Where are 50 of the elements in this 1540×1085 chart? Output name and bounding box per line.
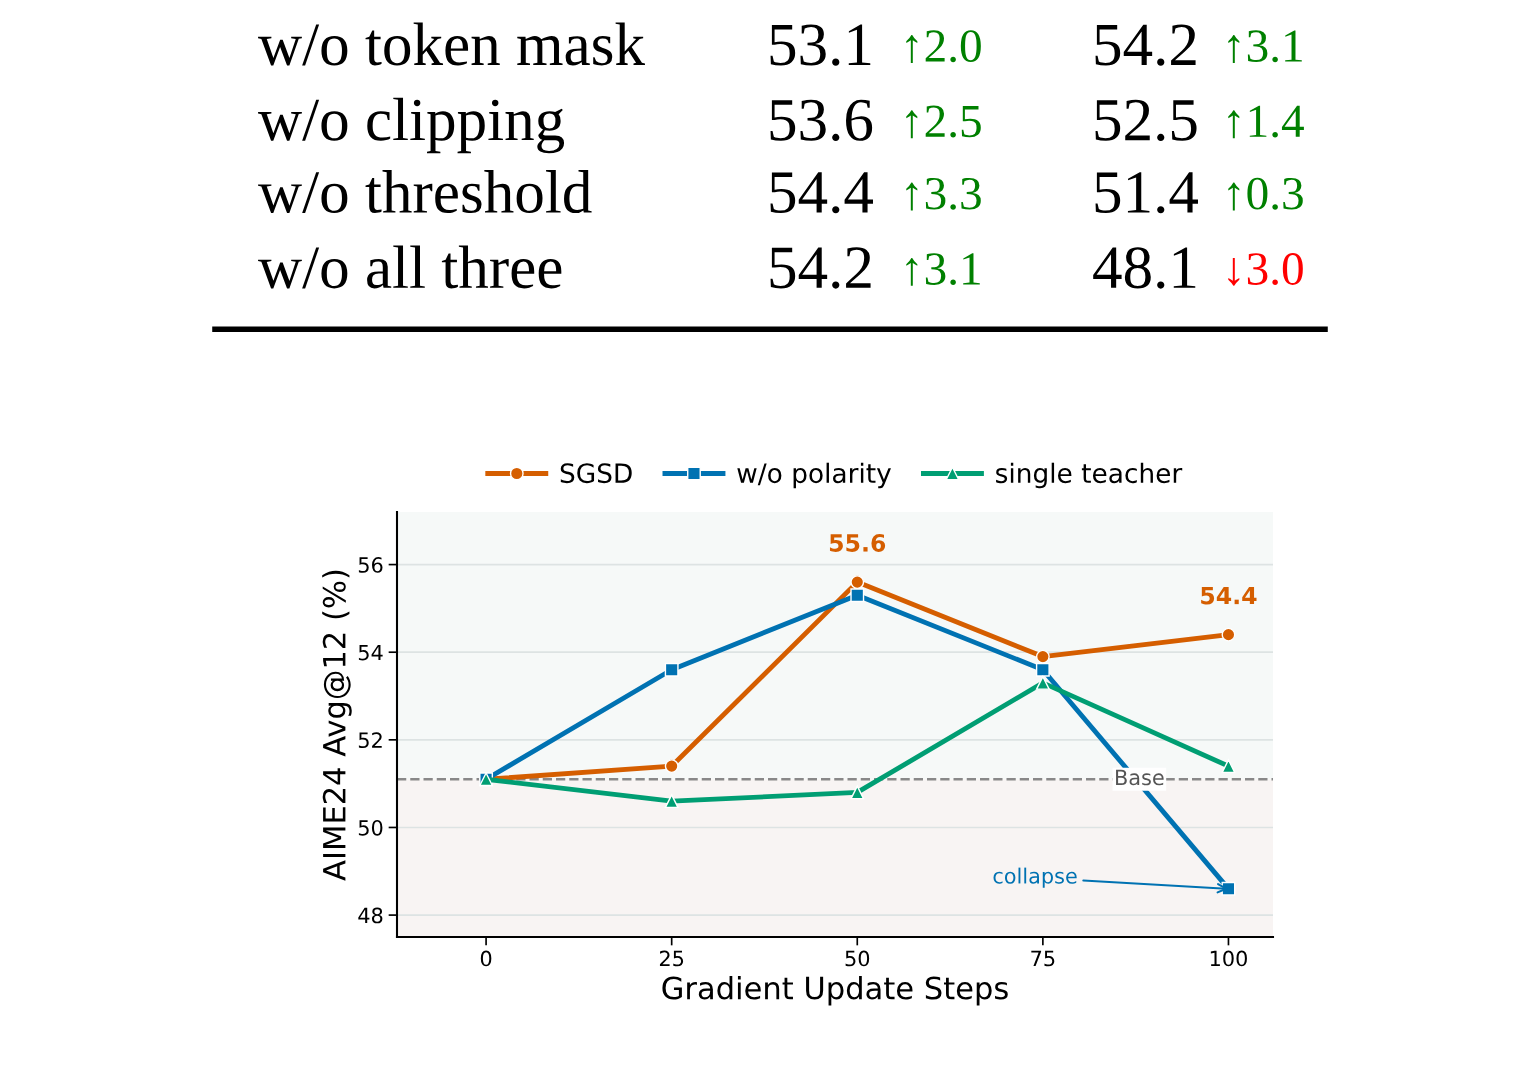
legend-label: w/o polarity bbox=[737, 462, 891, 489]
x-tick-label: 50 bbox=[845, 950, 870, 967]
text: w/o clipping bbox=[258, 97, 565, 154]
annotation: collapse bbox=[993, 867, 1077, 888]
text: 54.4 bbox=[770, 172, 873, 214]
point bbox=[850, 588, 865, 603]
point bbox=[1221, 759, 1236, 774]
text: 51.4 bbox=[1095, 172, 1198, 214]
text: 54.2 bbox=[1095, 24, 1196, 66]
text: 54.2 bbox=[770, 247, 871, 289]
x-tick-label: 75 bbox=[1031, 950, 1055, 967]
text: ↑1.4 bbox=[1228, 105, 1304, 139]
text: ↑2.0 bbox=[906, 30, 981, 63]
point bbox=[850, 575, 865, 590]
text: ↑0.3 bbox=[1228, 177, 1303, 211]
y-tick-label: 48 bbox=[358, 907, 383, 924]
legend-label: single teacher bbox=[996, 462, 1183, 489]
y-tick-label: 54 bbox=[358, 644, 383, 661]
x-axis-title: Gradient Update Steps bbox=[662, 975, 1008, 1006]
x-tick-label: 100 bbox=[1210, 950, 1247, 967]
data-label: 55.6 bbox=[829, 534, 886, 552]
text: ↑3.1 bbox=[1228, 30, 1302, 63]
text: ↑3.1 bbox=[906, 253, 980, 286]
y-axis-title: AIME24 Avg@12 (%) bbox=[322, 570, 352, 881]
y-tick-label: 50 bbox=[358, 819, 383, 836]
text: w/o threshold bbox=[258, 170, 592, 214]
x-tick-label: 25 bbox=[659, 950, 684, 967]
point bbox=[1035, 662, 1050, 677]
text: ↑2.5 bbox=[906, 105, 981, 139]
point bbox=[664, 759, 679, 774]
x-tick-label: 0 bbox=[480, 950, 492, 967]
text: w/o token mask bbox=[258, 22, 645, 66]
text: 52.5 bbox=[1095, 99, 1197, 142]
data-label: 54.4 bbox=[1201, 586, 1257, 605]
ref-line-label: Base bbox=[1116, 769, 1164, 786]
text: w/o all three bbox=[258, 245, 562, 289]
text: 53.1 bbox=[770, 24, 871, 66]
legend-label: SGSD bbox=[560, 463, 632, 484]
point bbox=[1035, 649, 1050, 664]
text: ↓3.0 bbox=[1228, 253, 1303, 286]
text: 48.1 bbox=[1093, 247, 1196, 289]
point bbox=[1221, 627, 1236, 642]
point bbox=[664, 662, 679, 677]
y-tick-label: 56 bbox=[358, 557, 383, 573]
text: ↑3.3 bbox=[906, 177, 981, 211]
point bbox=[850, 785, 865, 800]
point bbox=[664, 794, 679, 809]
y-tick-label: 52 bbox=[358, 732, 382, 749]
text: 53.6 bbox=[770, 99, 873, 142]
point bbox=[1035, 675, 1050, 690]
